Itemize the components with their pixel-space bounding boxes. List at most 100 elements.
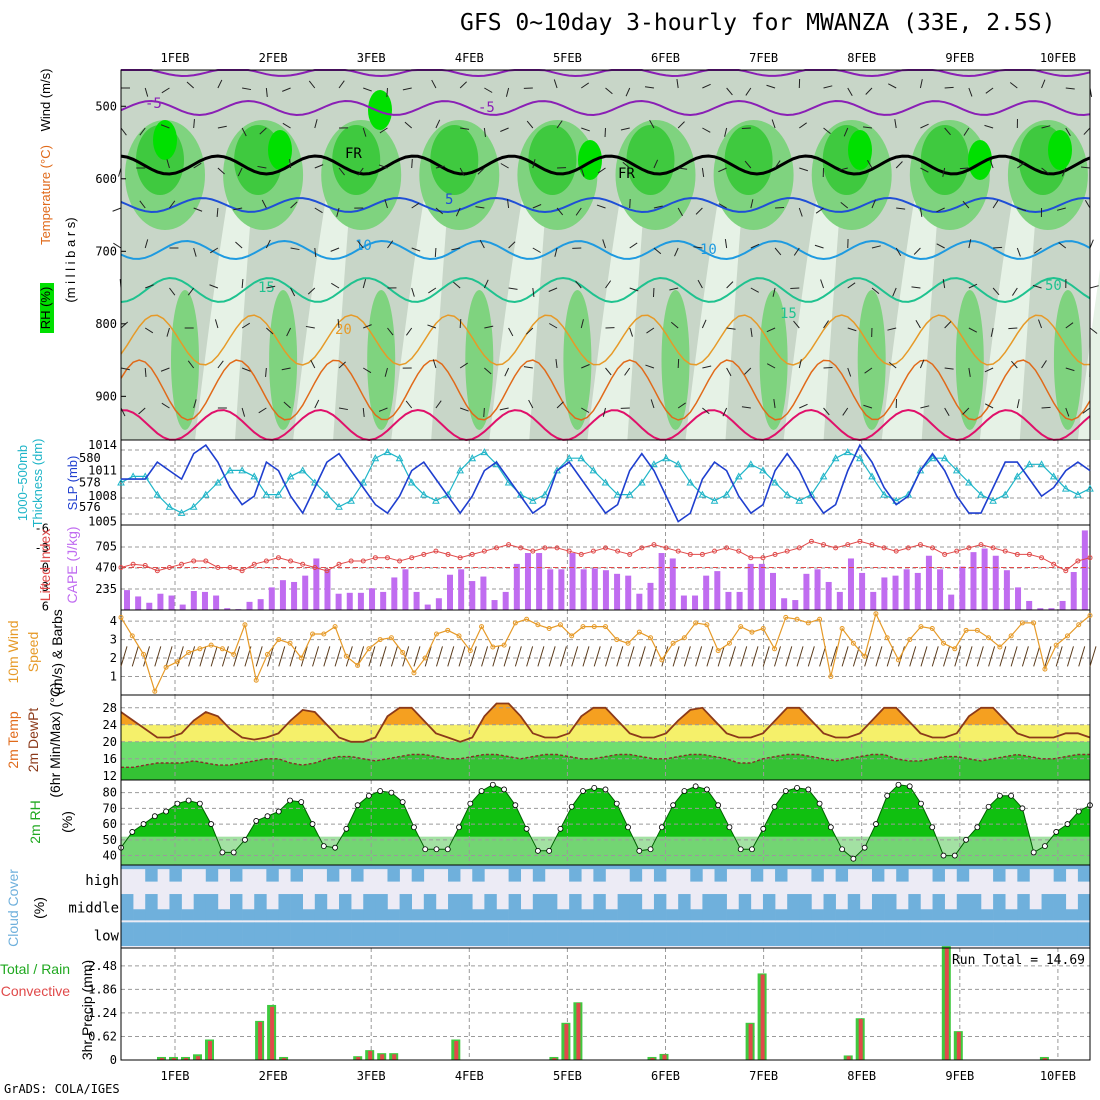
rh2m-marker bbox=[884, 792, 891, 799]
wind-barb bbox=[840, 201, 849, 209]
date-label-bottom: 8FEB bbox=[847, 1069, 876, 1083]
wind-barb bbox=[726, 87, 733, 96]
cloud-high bbox=[520, 865, 534, 870]
temp-tick: 12 bbox=[103, 769, 117, 783]
cape-bar bbox=[424, 604, 431, 610]
li-marker bbox=[1026, 551, 1032, 557]
rh2m-marker bbox=[230, 849, 237, 856]
temperature-contour bbox=[120, 196, 1091, 214]
cloud-axis-label: Cloud Cover bbox=[5, 869, 21, 947]
rh2m-marker bbox=[760, 825, 767, 832]
wind-barb bbox=[314, 247, 317, 258]
wind-barb bbox=[865, 87, 873, 95]
wind-marker bbox=[208, 642, 214, 648]
wind-barb bbox=[460, 127, 470, 130]
wind-barb bbox=[483, 407, 485, 418]
thickness-marker bbox=[238, 466, 246, 474]
rh2m-marker bbox=[151, 813, 158, 820]
wind-barb bbox=[1084, 200, 1091, 209]
wind-barb-10m bbox=[436, 646, 443, 667]
thickness-marker bbox=[589, 466, 598, 474]
wind-barb bbox=[314, 119, 318, 129]
cape-bar bbox=[614, 573, 621, 610]
li-marker bbox=[554, 545, 560, 551]
wind-barb bbox=[888, 361, 897, 369]
wind-barb bbox=[968, 367, 971, 377]
rh2m-marker bbox=[715, 802, 722, 809]
slp-tick: 1011 bbox=[88, 464, 117, 478]
wind-marker bbox=[163, 664, 169, 670]
wind-barb bbox=[241, 127, 247, 137]
wind-barb bbox=[892, 287, 897, 297]
cloud-high bbox=[993, 865, 1006, 882]
cloud-middle bbox=[811, 909, 824, 921]
wind-barb-10m bbox=[188, 646, 196, 667]
wind-marker bbox=[186, 650, 192, 655]
cape-tick: 470 bbox=[95, 561, 117, 575]
cloud-middle bbox=[230, 894, 243, 921]
cloud-low bbox=[835, 922, 849, 946]
cape-bar bbox=[224, 608, 231, 610]
cape-bar bbox=[847, 558, 854, 610]
wind-barb bbox=[160, 124, 170, 129]
wind-barb bbox=[629, 327, 633, 337]
wind-marker bbox=[772, 646, 778, 652]
wind-marker bbox=[422, 655, 428, 661]
precip-convective-bar bbox=[944, 948, 949, 1060]
rh-saturated-region bbox=[848, 130, 872, 170]
wind-marker bbox=[648, 635, 654, 641]
wind-barb bbox=[483, 127, 486, 137]
cape-bar bbox=[146, 602, 153, 610]
cloud-low bbox=[629, 922, 643, 946]
thickness-marker bbox=[335, 502, 343, 510]
li-marker bbox=[590, 548, 596, 554]
cloud-high bbox=[557, 865, 570, 870]
wind-marker bbox=[1019, 620, 1025, 626]
wind-marker bbox=[152, 688, 158, 694]
li-marker bbox=[1087, 555, 1093, 561]
wind-barb bbox=[499, 407, 509, 411]
wind-tick: 1 bbox=[110, 670, 117, 684]
wind-barb bbox=[944, 407, 950, 417]
wind-barb-10m bbox=[728, 646, 736, 667]
wind-barb bbox=[166, 159, 170, 169]
precip-tick: 2.48 bbox=[88, 959, 117, 973]
rh2m-marker bbox=[512, 802, 519, 809]
wind-marker bbox=[929, 625, 935, 631]
rh2m-marker bbox=[365, 792, 372, 799]
cloud-high bbox=[944, 865, 958, 870]
li-marker bbox=[518, 545, 524, 551]
cloud-level-label: high bbox=[85, 873, 119, 889]
wind-barb bbox=[427, 324, 437, 329]
wind-marker bbox=[580, 624, 586, 630]
li-marker bbox=[990, 545, 996, 551]
wind-barb bbox=[793, 320, 800, 329]
wind-barb bbox=[193, 118, 195, 129]
date-label-bottom: 2FEB bbox=[259, 1069, 288, 1083]
li-marker bbox=[615, 548, 621, 554]
wind-barb bbox=[1065, 407, 1070, 417]
wind-barb bbox=[823, 127, 831, 135]
wind-marker bbox=[997, 644, 1003, 650]
wind-barb-10m bbox=[300, 646, 308, 667]
wind-marker bbox=[941, 640, 947, 646]
lifted-index-series bbox=[120, 540, 1091, 572]
cloud-unit-label: (%) bbox=[31, 897, 47, 919]
thickness-marker bbox=[880, 490, 888, 498]
cloud-middle bbox=[193, 894, 207, 921]
temperature-contour bbox=[120, 99, 1091, 117]
rh-moist-column bbox=[857, 290, 886, 430]
wind-marker bbox=[760, 625, 766, 631]
wind-barb bbox=[750, 243, 760, 249]
rh2m-marker bbox=[873, 821, 879, 827]
cloud-low bbox=[738, 922, 752, 946]
dewpt-axis-label: 2m DewPt bbox=[25, 708, 41, 773]
cloud-low bbox=[254, 922, 267, 946]
date-label-top: 3FEB bbox=[357, 51, 386, 65]
wind-barb bbox=[629, 242, 638, 249]
wind-barb-10m bbox=[1089, 646, 1097, 667]
wind-barb bbox=[453, 281, 461, 289]
wind-barb-10m bbox=[1021, 646, 1029, 667]
rh2m-marker bbox=[1064, 821, 1071, 827]
wind-barb-10m bbox=[413, 646, 421, 667]
